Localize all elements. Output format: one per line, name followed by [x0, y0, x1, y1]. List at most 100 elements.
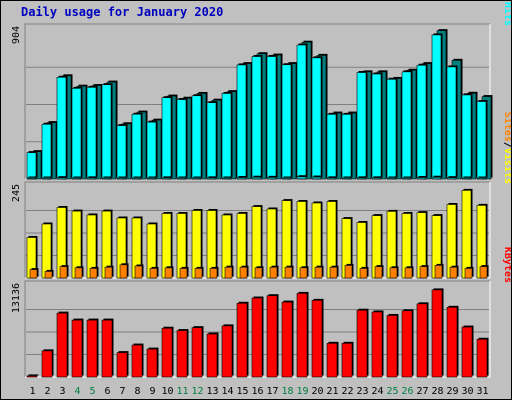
bar-sites [164, 267, 173, 279]
bar-sites [44, 271, 53, 279]
bar-hits [146, 121, 157, 180]
bar-pages-shadow [43, 176, 53, 178]
bar-pages [266, 177, 277, 180]
day-label: 13 [206, 386, 218, 397]
bar-kbytes [101, 319, 113, 378]
day-label: 27 [416, 386, 428, 397]
bar-pages [71, 177, 82, 180]
bar-sites [374, 266, 383, 279]
bar-sites [434, 265, 443, 279]
bar-kbytes [146, 348, 158, 378]
bar-kbytes [356, 309, 368, 378]
bar-pages-shadow [313, 175, 323, 178]
bar-pages-shadow [88, 176, 98, 178]
day-label: 23 [356, 386, 368, 397]
bar-hits [206, 102, 217, 180]
bar-kbytes [41, 350, 53, 378]
panel-visits-legend: Sites/Visits [502, 112, 511, 184]
bar-hits [116, 125, 127, 180]
legend-entry: Hits [502, 2, 511, 26]
bar-kbytes [446, 307, 458, 378]
bar-pages-shadow [163, 176, 173, 178]
panel-visits-max-label: 245 [11, 184, 22, 202]
bar-pages-shadow [178, 176, 188, 178]
bar-hits [266, 56, 277, 180]
bar-pages [461, 177, 472, 180]
bar-kbytes [476, 338, 488, 378]
bar-sites [239, 266, 248, 279]
panel-visits: 245 Sites/Visits [11, 112, 511, 279]
bar-pages [221, 177, 232, 180]
day-label: 14 [221, 386, 233, 397]
day-label: 10 [161, 386, 173, 397]
day-label: 1 [29, 386, 35, 397]
bar-hits [86, 87, 97, 180]
bar-pages [311, 176, 322, 180]
bar-pages-shadow [328, 176, 338, 178]
bar-pages-shadow [283, 176, 293, 178]
bar-pages [251, 176, 262, 180]
day-label: 18 [281, 386, 293, 397]
bar-hits [41, 123, 52, 180]
bar-sites [209, 268, 218, 279]
day-label: 11 [176, 386, 188, 397]
bar-visits [461, 190, 472, 279]
legend-entry: KBytes [502, 247, 511, 283]
bar-kbytes [416, 303, 428, 378]
bar-hits [236, 64, 247, 180]
bar-pages-shadow [268, 175, 278, 178]
bar-sites [74, 267, 83, 279]
bar-hits [431, 34, 442, 180]
day-label: 2 [44, 386, 50, 397]
bar-pages [386, 177, 397, 180]
bar-pages [431, 176, 442, 180]
bar-sites [404, 267, 413, 279]
bar-kbytes [161, 327, 173, 378]
bar-pages [401, 177, 412, 180]
panel-hits-bevel-dark [24, 23, 490, 179]
bar-hits [356, 72, 367, 180]
bar-hits [71, 88, 82, 180]
bar-pages [416, 177, 427, 180]
bar-hits [281, 64, 292, 180]
bar-pages-shadow [193, 176, 203, 178]
bar-kbytes [326, 343, 338, 378]
bar-kbytes [206, 333, 218, 378]
panel-hits: 904 Pages/Files/Hits [11, 1, 511, 180]
panel-kbytes-bevel-dark [24, 280, 490, 377]
bar-sites [224, 266, 233, 279]
bar-pages-shadow [433, 175, 443, 178]
bar-hits [371, 73, 382, 180]
chart-panels: 904Pages/Files/Hits 245 Sites/Visits 13136 K… [11, 1, 511, 378]
bar-pages-shadow [418, 176, 428, 178]
legend-entry: Visits [502, 148, 511, 184]
chart-title: Daily usage for January 2020 [21, 5, 223, 19]
bar-pages [296, 176, 307, 180]
bar-kbytes [71, 319, 83, 378]
day-label: 7 [119, 386, 125, 397]
bar-kbytes [221, 325, 233, 378]
bar-pages [131, 177, 142, 180]
day-label: 6 [104, 386, 110, 397]
bar-kbytes [386, 315, 398, 378]
bar-kbytes [461, 326, 473, 378]
bar-pages [176, 177, 187, 180]
bar-pages [56, 177, 67, 180]
day-label: 12 [191, 386, 203, 397]
day-label: 22 [341, 386, 353, 397]
bar-pages [281, 177, 292, 180]
bar-hits [296, 44, 307, 180]
bar-sites [329, 266, 338, 279]
bar-hits [56, 77, 67, 180]
day-label: 24 [371, 386, 383, 397]
bar-hits [461, 94, 472, 180]
day-label: 5 [89, 386, 95, 397]
day-label: 20 [311, 386, 323, 397]
day-label: 17 [266, 386, 278, 397]
panel-kbytes-max-label: 13136 [11, 283, 22, 313]
bar-pages-shadow [463, 176, 473, 178]
bar-pages-shadow [73, 176, 83, 178]
bar-sites [449, 266, 458, 279]
bar-pages [86, 177, 97, 180]
